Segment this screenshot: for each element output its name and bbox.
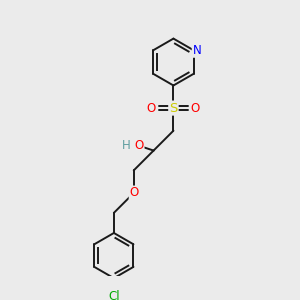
Text: O: O <box>134 139 144 152</box>
Text: S: S <box>169 102 178 115</box>
Text: O: O <box>191 102 200 115</box>
Text: H: H <box>122 139 130 152</box>
Text: N: N <box>193 44 201 57</box>
Text: O: O <box>147 102 156 115</box>
Text: Cl: Cl <box>108 290 120 300</box>
Text: O: O <box>130 187 139 200</box>
